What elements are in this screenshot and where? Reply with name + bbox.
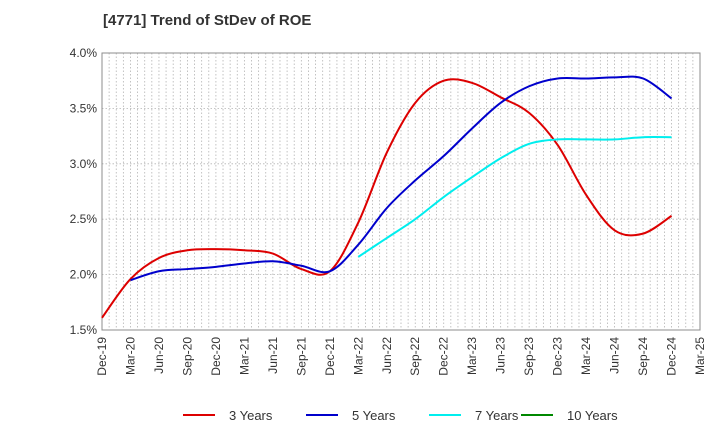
x-tick-label: Dec-19 — [95, 337, 109, 376]
legend-label: 3 Years — [229, 407, 273, 423]
y-tick-label: 3.0% — [70, 157, 98, 171]
x-tick-label: Dec-22 — [437, 337, 451, 376]
legend-label: 5 Years — [352, 407, 396, 423]
x-tick-label: Jun-21 — [266, 337, 280, 374]
legend-swatch — [521, 414, 553, 416]
x-tick-label: Sep-20 — [180, 337, 194, 376]
grid-lines — [102, 53, 700, 330]
y-tick-label: 2.5% — [70, 212, 98, 226]
x-tick-label: Dec-23 — [551, 337, 565, 376]
y-tick-label: 2.0% — [70, 268, 98, 282]
chart-plot: 1.5% 2.0% 2.5% 3.0% 3.5% 4.0% Dec-19 Mar-20 Jun… — [70, 46, 707, 376]
x-tick-label: Jun-23 — [494, 337, 508, 374]
series-lines — [101, 75, 673, 319]
x-tick-label: Mar-23 — [465, 337, 479, 375]
series-line-3-years — [101, 78, 673, 319]
x-tick-label: Mar-24 — [579, 337, 593, 375]
x-tick-label: Sep-23 — [522, 337, 536, 376]
y-tick-label: 3.5% — [70, 101, 98, 115]
x-tick-label: Mar-25 — [693, 337, 707, 375]
legend-label: 10 Years — [567, 407, 618, 423]
x-tick-label: Mar-22 — [351, 337, 365, 375]
x-tick-label: Dec-21 — [323, 337, 337, 376]
legend-swatch — [183, 414, 215, 416]
x-tick-label: Jun-24 — [608, 337, 622, 374]
x-tick-label: Sep-21 — [294, 337, 308, 376]
legend-item-3-years: 3 Years — [183, 404, 272, 426]
chart-title: [4771] Trend of StDev of ROE — [103, 12, 312, 29]
x-tick-label: Dec-24 — [665, 337, 679, 376]
legend: 3 Years 5 Years 7 Years 10 Years — [0, 404, 720, 426]
y-tick-label: 4.0% — [70, 46, 98, 60]
x-tick-label: Jun-20 — [152, 337, 166, 374]
legend-label: 7 Years — [475, 407, 519, 423]
x-tick-label: Dec-20 — [209, 337, 223, 376]
legend-item-7-years: 7 Years — [429, 404, 518, 426]
y-tick-label: 1.5% — [70, 323, 98, 337]
series-line-5-years — [130, 75, 673, 282]
x-tick-label: Mar-21 — [237, 337, 251, 375]
legend-item-10-years: 10 Years — [521, 404, 618, 426]
x-tick-label: Mar-20 — [123, 337, 137, 375]
x-tick-label: Jun-22 — [380, 337, 394, 374]
series-line-7-years — [357, 136, 672, 258]
x-axis-ticks: Dec-19 Mar-20 Jun-20 Sep-20 Dec-20 Mar-21 Jun-… — [95, 337, 707, 376]
legend-swatch — [306, 414, 338, 416]
plot-frame — [101, 52, 701, 331]
x-tick-label: Sep-24 — [636, 337, 650, 376]
y-axis-ticks: 1.5% 2.0% 2.5% 3.0% 3.5% 4.0% — [70, 46, 98, 337]
legend-item-5-years: 5 Years — [306, 404, 395, 426]
legend-swatch — [429, 414, 461, 416]
x-tick-label: Sep-22 — [408, 337, 422, 376]
